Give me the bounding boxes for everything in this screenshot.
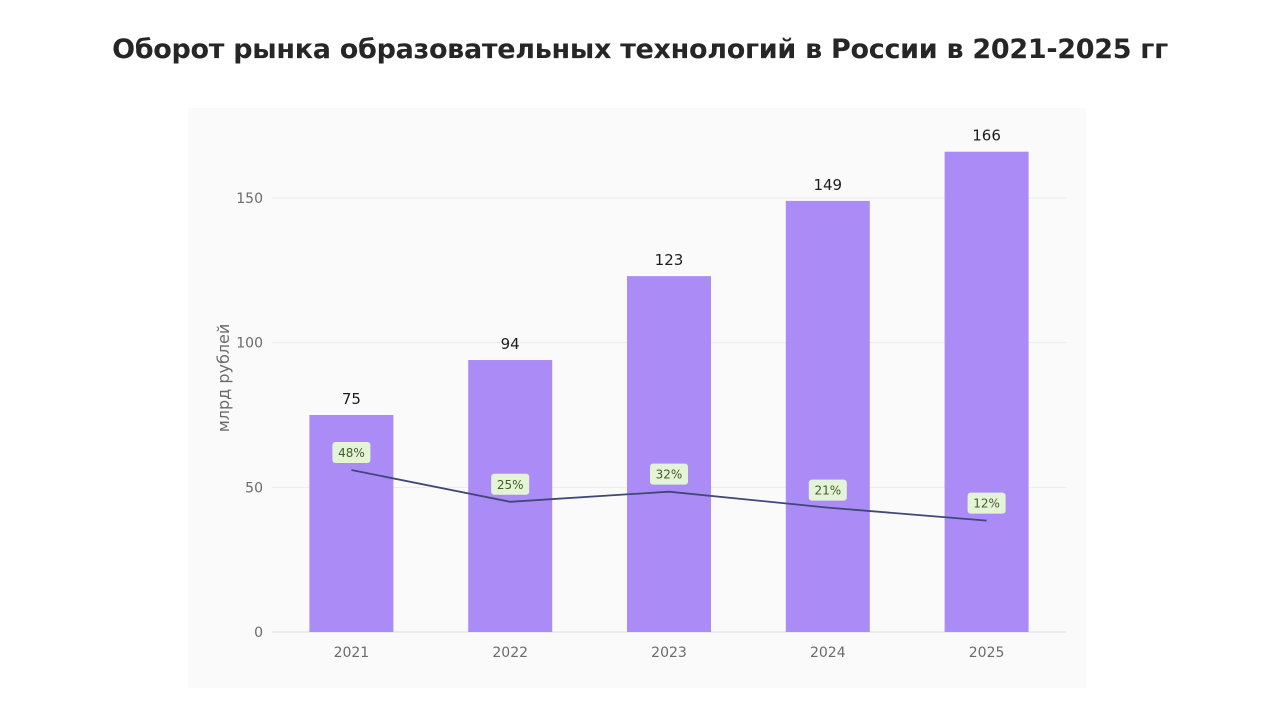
x-tick-label: 2025 [969,645,1005,661]
bar-value-label: 149 [813,176,842,194]
y-axis-label: млрд рублей [214,324,233,433]
growth-label-bg [332,441,371,463]
x-tick-label: 2024 [810,645,846,661]
bar [785,200,870,633]
y-tick-label: 150 [236,191,263,207]
y-tick-label: 50 [245,480,263,496]
bar [944,151,1029,632]
y-tick-label: 0 [254,625,263,641]
x-tick-label: 2023 [651,645,687,661]
growth-label-bg [650,463,688,485]
growth-label: 12% [973,497,1000,511]
bar-value-label: 75 [342,390,361,408]
x-tick-label: 2022 [492,645,528,661]
growth-label: 25% [497,478,524,492]
bar-value-label: 166 [972,127,1001,145]
y-tick-label: 100 [236,336,263,352]
growth-label: 48% [338,446,365,460]
bar-value-label: 94 [501,335,520,353]
chart-title: Оборот рынка образовательных технологий … [112,34,1168,65]
bar-value-label: 123 [655,251,684,269]
bar [627,276,711,632]
growth-label-bg [808,479,847,501]
x-tick-label: 2021 [334,645,370,661]
growth-line [351,469,987,522]
growth-label: 32% [656,468,683,482]
growth-label-bg [967,492,1006,514]
growth-label-bg [491,473,530,495]
growth-label: 21% [814,484,841,498]
